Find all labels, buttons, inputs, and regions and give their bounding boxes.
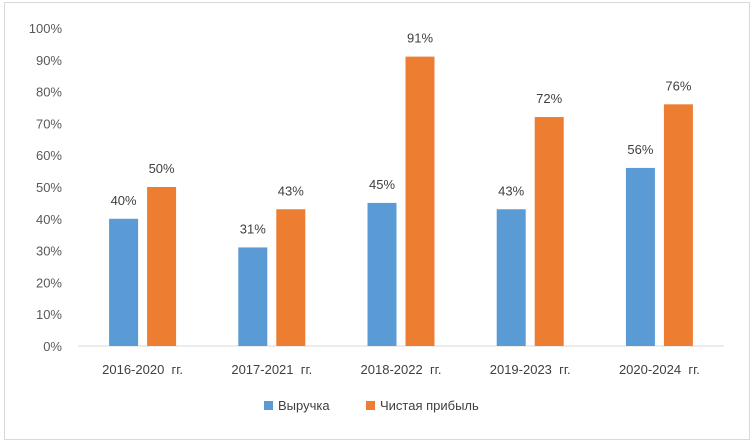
y-tick-label: 50% <box>36 180 62 195</box>
y-tick-label: 100% <box>29 21 63 36</box>
y-tick-label: 90% <box>36 53 62 68</box>
x-category-label: 2018-2022 гг. <box>361 362 442 377</box>
bar-revenue <box>496 209 526 346</box>
bar-net-profit <box>534 117 564 346</box>
y-tick-label: 0% <box>43 339 62 354</box>
y-tick-label: 30% <box>36 244 62 259</box>
y-axis-tick-labels: 0% 10% 20% 30% 40% 50% 60% 70% 80% 90% 100% <box>29 21 63 354</box>
data-label: 76% <box>665 78 691 93</box>
y-tick-label: 10% <box>36 307 62 322</box>
data-label: 43% <box>278 183 304 198</box>
y-tick-label: 70% <box>36 116 62 131</box>
data-label: 56% <box>627 142 653 157</box>
y-tick-label: 20% <box>36 275 62 290</box>
data-label: 91% <box>407 31 433 46</box>
y-tick-label: 40% <box>36 212 62 227</box>
legend-swatch-net-profit <box>366 401 375 410</box>
bar-revenue <box>238 247 268 346</box>
bar-revenue <box>625 167 655 346</box>
data-label: 40% <box>111 193 137 208</box>
data-label: 72% <box>536 91 562 106</box>
data-labels: 40% 50% 31% 43% 45% 91% 43% 72% 56% 76% <box>111 31 692 237</box>
y-tick-label: 80% <box>36 85 62 100</box>
data-label: 31% <box>240 221 266 236</box>
x-axis-category-labels: 2016-2020 гг. 2017-2021 гг. 2018-2022 гг. 2… <box>102 362 700 377</box>
bar-net-profit <box>147 187 177 346</box>
x-category-label: 2016-2020 гг. <box>102 362 183 377</box>
x-category-label: 2019-2023 гг. <box>490 362 571 377</box>
data-label: 50% <box>149 161 175 176</box>
data-label: 43% <box>498 183 524 198</box>
legend-label-revenue: Выручка <box>278 398 330 413</box>
legend: Выручка Чистая прибыль <box>264 398 479 413</box>
bar-revenue <box>109 218 139 346</box>
y-tick-label: 60% <box>36 148 62 163</box>
bar-net-profit <box>663 104 693 346</box>
bar-revenue <box>367 202 397 346</box>
x-category-label: 2017-2021 гг. <box>231 362 312 377</box>
legend-swatch-revenue <box>264 401 273 410</box>
bars <box>109 56 693 347</box>
legend-label-net-profit: Чистая прибыль <box>380 398 479 413</box>
bar-net-profit <box>405 56 435 347</box>
data-label: 45% <box>369 177 395 192</box>
bar-net-profit <box>276 209 306 346</box>
x-category-label: 2020-2024 гг. <box>619 362 700 377</box>
